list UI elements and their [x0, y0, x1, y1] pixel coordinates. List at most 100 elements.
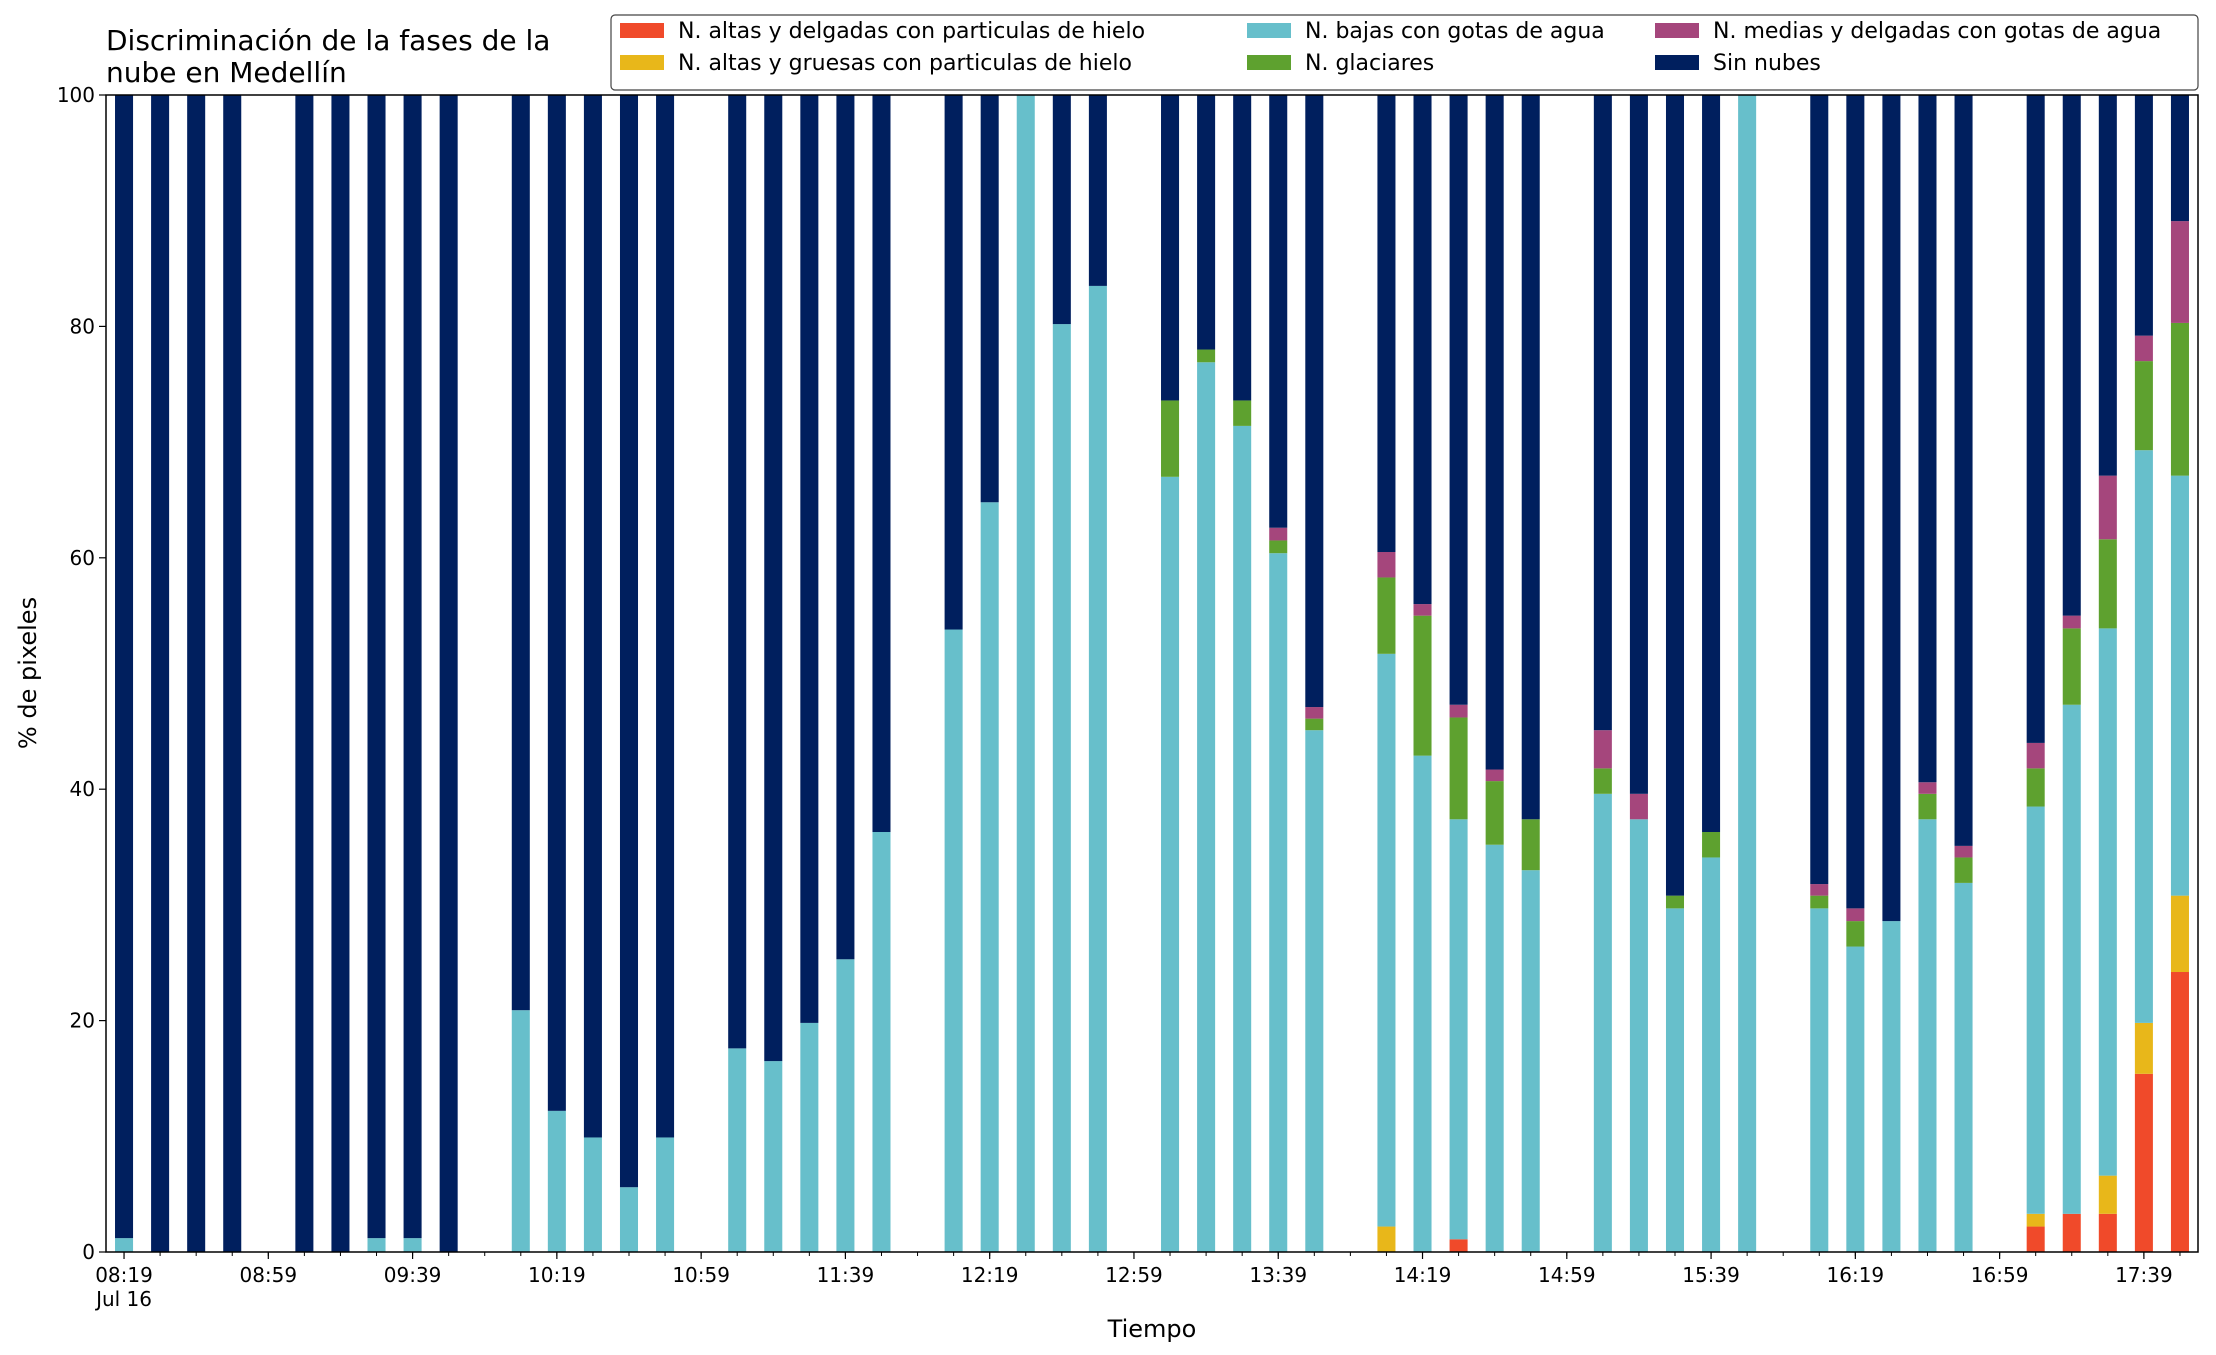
bar-segment-altas_gruesas-47	[2134, 1022, 2153, 1074]
x-tick-label: 13:39	[1249, 1263, 1307, 1287]
bar-segment-sin-34	[1593, 95, 1612, 731]
bar-segment-glaciares-28	[1305, 718, 1324, 731]
bar-segment-sin-9	[511, 95, 530, 1011]
bar-segment-altas_delgadas-46	[2098, 1213, 2117, 1252]
bar-segment-bajas-16	[800, 1022, 819, 1252]
bar-segment-altas_delgadas-47	[2134, 1073, 2153, 1252]
bar-segment-altas_gruesas-48	[2170, 895, 2189, 972]
bar-segment-sin-1	[151, 95, 170, 1252]
bar-segment-glaciares-45	[2062, 628, 2081, 705]
bar-segment-glaciares-40	[1846, 921, 1865, 947]
bar-segment-altas_gruesas-29	[1377, 1226, 1396, 1252]
bar-segment-bajas-46	[2098, 628, 2117, 1176]
bar-segment-sin-37	[1702, 95, 1721, 833]
bar-segment-bajas-40	[1846, 946, 1865, 1252]
bar-segment-sin-47	[2134, 95, 2153, 336]
x-tick-label: 16:59	[1971, 1263, 2029, 1287]
bar-segment-bajas-30	[1413, 755, 1432, 1252]
bar-segment-glaciares-36	[1665, 895, 1685, 909]
bar-segment-bajas-23	[1088, 285, 1107, 1252]
bar-segment-bajas-6	[367, 1238, 386, 1252]
bar-segment-glaciares-46	[2098, 539, 2117, 629]
x-tick-label: 14:59	[1538, 1263, 1596, 1287]
y-tick-label: 40	[70, 777, 95, 801]
bar-segment-glaciares-44	[2026, 768, 2045, 807]
bar-segment-medias-40	[1846, 908, 1865, 922]
bar-segment-glaciares-43	[1954, 857, 1973, 883]
bar-segment-sin-48	[2170, 95, 2189, 222]
bar-segment-medias-45	[2062, 615, 2081, 629]
bar-segment-bajas-19	[944, 629, 963, 1252]
bar-segment-bajas-11	[583, 1137, 602, 1252]
bar-segment-sin-26	[1233, 95, 1252, 401]
y-tick-label: 20	[70, 1009, 95, 1033]
bar-segment-sin-20	[980, 95, 999, 503]
x-tick-label: 12:19	[961, 1263, 1019, 1287]
bar-segment-sin-29	[1377, 95, 1396, 553]
legend-swatch-altas_gruesas	[620, 55, 664, 70]
bar-segment-bajas-24	[1161, 476, 1180, 1252]
bar-segment-sin-43	[1954, 95, 1973, 846]
bar-segment-medias-28	[1305, 707, 1324, 719]
x-tick-label: 16:19	[1827, 1263, 1885, 1287]
x-tick-label: 17:39	[2115, 1263, 2173, 1287]
bar-segment-altas_delgadas-31	[1449, 1239, 1468, 1252]
bar-segment-medias-39	[1810, 884, 1829, 896]
x-tick-label: 10:19	[528, 1263, 586, 1287]
legend-label-bajas: N. bajas con gotas de agua	[1305, 19, 1605, 44]
plot-frame	[105, 94, 2199, 1253]
bar-segment-altas_delgadas-48	[2170, 972, 2189, 1252]
bar-segment-sin-24	[1161, 95, 1180, 401]
bar-segment-medias-43	[1954, 845, 1973, 858]
chart-title-line-2: nube en Medellín	[106, 56, 347, 89]
legend-label-sin: Sin nubes	[1713, 51, 1821, 76]
bar-segment-bajas-37	[1702, 857, 1721, 1252]
bar-segment-sin-42	[1918, 95, 1937, 783]
bar-segment-altas_gruesas-44	[2026, 1213, 2045, 1227]
bar-segment-sin-27	[1269, 95, 1288, 528]
bar-segment-sin-6	[367, 95, 386, 1239]
bar-segment-sin-8	[439, 95, 458, 1252]
bar-segment-bajas-7	[403, 1238, 422, 1252]
bar-segment-sin-45	[2062, 95, 2081, 616]
x-tick-label: 08:59	[239, 1263, 297, 1287]
x-tick-label: 10:59	[672, 1263, 730, 1287]
bar-segment-glaciares-39	[1810, 895, 1829, 909]
bar-segment-sin-25	[1197, 95, 1216, 350]
bar-segment-bajas-44	[2026, 806, 2045, 1214]
bar-segment-glaciares-42	[1918, 793, 1937, 820]
bar-segment-altas_delgadas-44	[2026, 1226, 2045, 1252]
bar-segment-sin-28	[1305, 95, 1324, 708]
bar-segment-sin-30	[1413, 95, 1432, 605]
bar-segment-sin-44	[2026, 95, 2045, 743]
legend-swatch-altas_delgadas	[620, 23, 664, 38]
x-tick-label: 08:19	[95, 1263, 153, 1287]
bar-segment-bajas-35	[1629, 819, 1648, 1252]
bar-segment-sin-15	[764, 95, 783, 1062]
bar-segment-sin-40	[1846, 95, 1865, 909]
bar-segment-sin-0	[115, 95, 134, 1239]
x-tick-label: 14:19	[1394, 1263, 1452, 1287]
bar-segment-bajas-45	[2062, 704, 2081, 1214]
bar-segment-sin-46	[2098, 95, 2117, 476]
bars-group	[115, 95, 2189, 1253]
x-tick-date-label: Jul 16	[94, 1287, 152, 1311]
legend-swatch-medias	[1655, 23, 1699, 38]
bar-segment-bajas-9	[511, 1010, 530, 1252]
bar-segment-bajas-26	[1233, 425, 1252, 1252]
bar-segment-glaciares-27	[1269, 540, 1288, 554]
bar-segment-bajas-32	[1485, 844, 1504, 1252]
bar-segment-bajas-14	[728, 1048, 747, 1252]
bar-segment-glaciares-37	[1702, 832, 1721, 858]
bar-segment-bajas-39	[1810, 908, 1829, 1252]
bar-segment-bajas-33	[1521, 870, 1540, 1252]
y-tick-label: 100	[57, 83, 95, 107]
bar-segment-sin-16	[800, 95, 819, 1023]
bar-segment-medias-35	[1629, 793, 1648, 820]
bar-segment-altas_delgadas-45	[2062, 1213, 2081, 1252]
bar-segment-sin-10	[547, 95, 566, 1111]
bar-segment-bajas-0	[115, 1238, 134, 1252]
bar-segment-medias-44	[2026, 742, 2045, 769]
bar-segment-glaciares-24	[1161, 400, 1180, 477]
